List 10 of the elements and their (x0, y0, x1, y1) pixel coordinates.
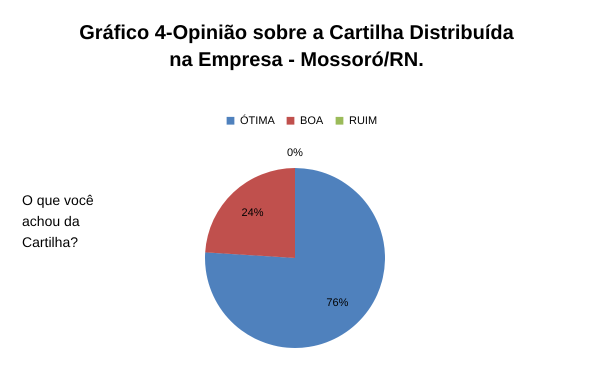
chart-title: Gráfico 4-Opinião sobre a Cartilha Distribuída na Empresa - Mossoró/RN. (79, 22, 515, 71)
data-label: 24% (242, 206, 264, 219)
legend-label: ÓTIMA (240, 114, 276, 127)
legend-label: BOA (300, 114, 324, 127)
data-label: 76% (326, 297, 349, 310)
text: O que você achou da Cartilha? (22, 192, 94, 250)
pie-slice (205, 168, 385, 348)
text: 0% (287, 147, 303, 159)
legend-label: RUIM (349, 114, 378, 127)
pie-slice (205, 168, 295, 258)
